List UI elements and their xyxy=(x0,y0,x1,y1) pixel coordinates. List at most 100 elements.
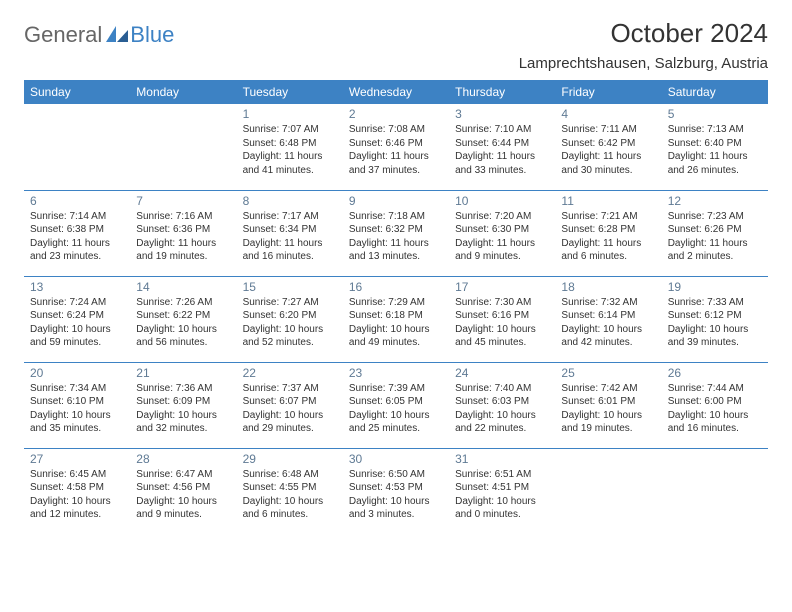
day-info: Sunrise: 7:08 AMSunset: 6:46 PMDaylight:… xyxy=(349,123,443,177)
calendar-cell: 4 Sunrise: 7:11 AMSunset: 6:42 PMDaylight… xyxy=(555,104,661,190)
day-number: 27 xyxy=(30,452,124,466)
logo: General Blue xyxy=(24,22,174,48)
day-info: Sunrise: 7:27 AMSunset: 6:20 PMDaylight:… xyxy=(243,296,337,350)
calendar-cell: 9Sunrise: 7:18 AMSunset: 6:32 PMDaylight… xyxy=(343,190,449,276)
calendar-cell: 8 Sunrise: 7:17 AMSunset: 6:34 PMDaylight… xyxy=(237,190,343,276)
day-number: 8 xyxy=(243,194,337,208)
day-number: 2 xyxy=(349,107,443,121)
calendar-cell xyxy=(24,104,130,190)
calendar-cell: 27 Sunrise: 6:45 AMSunset: 4:58 PMDayligh… xyxy=(24,448,130,534)
day-info: Sunrise: 7:32 AMSunset: 6:14 PMDaylight:… xyxy=(561,296,655,350)
day-number: 18 xyxy=(561,280,655,294)
day-number: 11 xyxy=(561,194,655,208)
day-number: 25 xyxy=(561,366,655,380)
calendar-cell: 17 Sunrise: 7:30 AMSunset: 6:16 PMDayligh… xyxy=(449,276,555,362)
page-header: General Blue October 2024 Lamprechtshaus… xyxy=(24,18,768,72)
day-info: Sunrise: 7:10 AMSunset: 6:44 PMDaylight:… xyxy=(455,123,549,177)
calendar-cell: 1Sunrise: 7:07 AMSunset: 6:48 PMDaylight… xyxy=(237,104,343,190)
calendar-cell: 14Sunrise: 7:26 AMSunset: 6:22 PMDayligh… xyxy=(130,276,236,362)
weekday-header: Thursday xyxy=(449,80,555,104)
day-number: 9 xyxy=(349,194,443,208)
day-info: Sunrise: 7:23 AMSunset: 6:26 PMDaylight:… xyxy=(668,210,762,264)
day-number: 15 xyxy=(243,280,337,294)
calendar-page: General Blue October 2024 Lamprechtshaus… xyxy=(0,0,792,534)
day-number: 14 xyxy=(136,280,230,294)
weekday-header: Wednesday xyxy=(343,80,449,104)
calendar-cell: 3 Sunrise: 7:10 AMSunset: 6:44 PMDaylight… xyxy=(449,104,555,190)
day-number: 30 xyxy=(349,452,443,466)
day-number: 21 xyxy=(136,366,230,380)
day-info: Sunrise: 7:42 AMSunset: 6:01 PMDaylight:… xyxy=(561,382,655,436)
weekday-row: SundayMondayTuesdayWednesdayThursdayFrid… xyxy=(24,80,768,104)
day-info: Sunrise: 7:37 AMSunset: 6:07 PMDaylight:… xyxy=(243,382,337,436)
day-info: Sunrise: 7:36 AMSunset: 6:09 PMDaylight:… xyxy=(136,382,230,436)
logo-text-general: General xyxy=(24,22,102,48)
logo-text-blue: Blue xyxy=(130,22,174,48)
day-number: 24 xyxy=(455,366,549,380)
day-number: 22 xyxy=(243,366,337,380)
calendar-cell: 18 Sunrise: 7:32 AMSunset: 6:14 PMDayligh… xyxy=(555,276,661,362)
day-info: Sunrise: 6:50 AMSunset: 4:53 PMDaylight:… xyxy=(349,468,443,522)
calendar-cell xyxy=(555,448,661,534)
calendar-cell: 24Sunrise: 7:40 AMSunset: 6:03 PMDayligh… xyxy=(449,362,555,448)
calendar-cell: 16 Sunrise: 7:29 AMSunset: 6:18 PMDayligh… xyxy=(343,276,449,362)
day-info: Sunrise: 7:39 AMSunset: 6:05 PMDaylight:… xyxy=(349,382,443,436)
day-info: Sunrise: 7:14 AMSunset: 6:38 PMDaylight:… xyxy=(30,210,124,264)
calendar-week: 1Sunrise: 7:07 AMSunset: 6:48 PMDaylight… xyxy=(24,104,768,190)
day-info: Sunrise: 6:47 AMSunset: 4:56 PMDaylight:… xyxy=(136,468,230,522)
title-block: October 2024 Lamprechtshausen, Salzburg,… xyxy=(519,18,768,72)
calendar-cell: 31 Sunrise: 6:51 AMSunset: 4:51 PMDayligh… xyxy=(449,448,555,534)
calendar-cell: 25 Sunrise: 7:42 AMSunset: 6:01 PMDayligh… xyxy=(555,362,661,448)
day-info: Sunrise: 7:34 AMSunset: 6:10 PMDaylight:… xyxy=(30,382,124,436)
day-number: 4 xyxy=(561,107,655,121)
location-text: Lamprechtshausen, Salzburg, Austria xyxy=(519,55,768,72)
day-info: Sunrise: 7:13 AMSunset: 6:40 PMDaylight:… xyxy=(668,123,762,177)
day-number: 13 xyxy=(30,280,124,294)
day-info: Sunrise: 7:29 AMSunset: 6:18 PMDaylight:… xyxy=(349,296,443,350)
day-info: Sunrise: 7:30 AMSunset: 6:16 PMDaylight:… xyxy=(455,296,549,350)
day-number: 16 xyxy=(349,280,443,294)
calendar-cell: 15 Sunrise: 7:27 AMSunset: 6:20 PMDayligh… xyxy=(237,276,343,362)
calendar-table: SundayMondayTuesdayWednesdayThursdayFrid… xyxy=(24,80,768,534)
day-info: Sunrise: 7:17 AMSunset: 6:34 PMDaylight:… xyxy=(243,210,337,264)
day-info: Sunrise: 7:16 AMSunset: 6:36 PMDaylight:… xyxy=(136,210,230,264)
weekday-header: Friday xyxy=(555,80,661,104)
calendar-cell: 30 Sunrise: 6:50 AMSunset: 4:53 PMDayligh… xyxy=(343,448,449,534)
calendar-cell: 21 Sunrise: 7:36 AMSunset: 6:09 PMDayligh… xyxy=(130,362,236,448)
weekday-header: Tuesday xyxy=(237,80,343,104)
calendar-cell: 28Sunrise: 6:47 AMSunset: 4:56 PMDayligh… xyxy=(130,448,236,534)
calendar-week: 20Sunrise: 7:34 AMSunset: 6:10 PMDayligh… xyxy=(24,362,768,448)
calendar-cell: 23 Sunrise: 7:39 AMSunset: 6:05 PMDayligh… xyxy=(343,362,449,448)
calendar-cell: 26 Sunrise: 7:44 AMSunset: 6:00 PMDayligh… xyxy=(662,362,768,448)
calendar-cell xyxy=(662,448,768,534)
day-number: 31 xyxy=(455,452,549,466)
calendar-cell: 20Sunrise: 7:34 AMSunset: 6:10 PMDayligh… xyxy=(24,362,130,448)
day-number: 7 xyxy=(136,194,230,208)
calendar-body: 1Sunrise: 7:07 AMSunset: 6:48 PMDaylight… xyxy=(24,104,768,534)
calendar-cell: 11 Sunrise: 7:21 AMSunset: 6:28 PMDayligh… xyxy=(555,190,661,276)
day-info: Sunrise: 7:20 AMSunset: 6:30 PMDaylight:… xyxy=(455,210,549,264)
month-title: October 2024 xyxy=(519,18,768,49)
calendar-cell: 19Sunrise: 7:33 AMSunset: 6:12 PMDayligh… xyxy=(662,276,768,362)
day-number: 3 xyxy=(455,107,549,121)
day-number: 19 xyxy=(668,280,762,294)
calendar-cell: 29Sunrise: 6:48 AMSunset: 4:55 PMDayligh… xyxy=(237,448,343,534)
day-number: 23 xyxy=(349,366,443,380)
day-info: Sunrise: 6:45 AMSunset: 4:58 PMDaylight:… xyxy=(30,468,124,522)
day-info: Sunrise: 6:51 AMSunset: 4:51 PMDaylight:… xyxy=(455,468,549,522)
calendar-cell: 12 Sunrise: 7:23 AMSunset: 6:26 PMDayligh… xyxy=(662,190,768,276)
calendar-cell: 13Sunrise: 7:24 AMSunset: 6:24 PMDayligh… xyxy=(24,276,130,362)
day-number: 29 xyxy=(243,452,337,466)
calendar-cell: 10 Sunrise: 7:20 AMSunset: 6:30 PMDayligh… xyxy=(449,190,555,276)
day-number: 10 xyxy=(455,194,549,208)
calendar-cell: 6Sunrise: 7:14 AMSunset: 6:38 PMDaylight… xyxy=(24,190,130,276)
day-info: Sunrise: 7:11 AMSunset: 6:42 PMDaylight:… xyxy=(561,123,655,177)
day-number: 17 xyxy=(455,280,549,294)
day-number: 12 xyxy=(668,194,762,208)
calendar-cell: 22 Sunrise: 7:37 AMSunset: 6:07 PMDayligh… xyxy=(237,362,343,448)
calendar-week: 13Sunrise: 7:24 AMSunset: 6:24 PMDayligh… xyxy=(24,276,768,362)
calendar-cell xyxy=(130,104,236,190)
day-number: 26 xyxy=(668,366,762,380)
day-info: Sunrise: 7:44 AMSunset: 6:00 PMDaylight:… xyxy=(668,382,762,436)
day-info: Sunrise: 7:21 AMSunset: 6:28 PMDaylight:… xyxy=(561,210,655,264)
